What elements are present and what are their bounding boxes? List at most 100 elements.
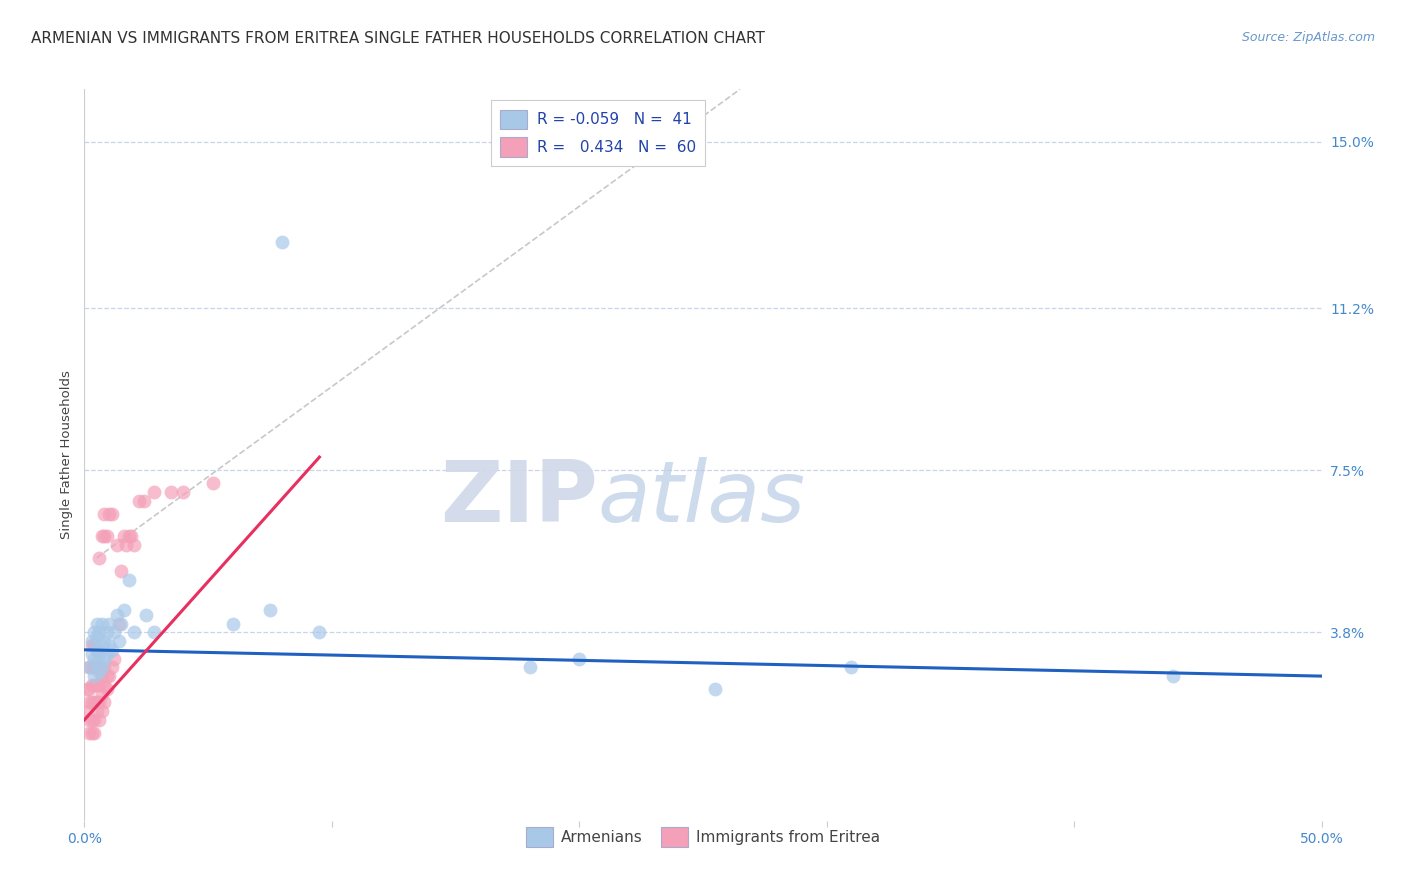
Point xyxy=(172,485,194,500)
Point xyxy=(86,678,108,692)
Point xyxy=(519,660,541,674)
Point xyxy=(93,678,115,692)
Point xyxy=(80,647,103,661)
Point xyxy=(80,726,103,740)
Point xyxy=(110,564,132,578)
Point xyxy=(86,643,108,657)
Point xyxy=(83,669,105,683)
Point xyxy=(89,625,111,640)
Point xyxy=(89,550,111,565)
Point xyxy=(83,660,105,674)
Legend: Armenians, Immigrants from Eritrea: Armenians, Immigrants from Eritrea xyxy=(520,822,886,854)
Point xyxy=(259,603,281,617)
Point xyxy=(86,695,108,709)
Point xyxy=(112,529,135,543)
Point xyxy=(76,704,98,718)
Point xyxy=(132,494,155,508)
Point xyxy=(1161,669,1184,683)
Point xyxy=(93,529,115,543)
Point xyxy=(105,607,128,622)
Point xyxy=(105,538,128,552)
Y-axis label: Single Father Households: Single Father Households xyxy=(60,370,73,540)
Point xyxy=(83,713,105,727)
Point xyxy=(90,639,112,653)
Point xyxy=(86,704,108,718)
Point xyxy=(110,616,132,631)
Point xyxy=(93,651,115,665)
Point xyxy=(96,682,118,697)
Point xyxy=(704,682,727,697)
Point xyxy=(89,713,111,727)
Point xyxy=(118,573,141,587)
Point xyxy=(93,507,115,521)
Point xyxy=(122,538,145,552)
Point xyxy=(83,695,105,709)
Point xyxy=(142,625,165,640)
Point xyxy=(89,660,111,674)
Point xyxy=(93,660,115,674)
Point xyxy=(160,485,183,500)
Point xyxy=(568,651,591,665)
Point xyxy=(122,625,145,640)
Point xyxy=(103,625,125,640)
Point xyxy=(79,660,101,674)
Point xyxy=(90,660,112,674)
Point xyxy=(98,616,121,631)
Point xyxy=(89,665,111,679)
Point xyxy=(96,669,118,683)
Point xyxy=(80,678,103,692)
Point xyxy=(89,647,111,661)
Point xyxy=(89,678,111,692)
Point xyxy=(115,538,138,552)
Point xyxy=(90,529,112,543)
Point xyxy=(96,625,118,640)
Point xyxy=(79,660,101,674)
Point xyxy=(86,660,108,674)
Point xyxy=(80,634,103,648)
Point xyxy=(80,695,103,709)
Point xyxy=(90,687,112,701)
Text: Source: ZipAtlas.com: Source: ZipAtlas.com xyxy=(1241,31,1375,45)
Point xyxy=(108,616,131,631)
Point xyxy=(86,630,108,644)
Point xyxy=(98,507,121,521)
Point xyxy=(79,682,101,697)
Point xyxy=(83,625,105,640)
Point xyxy=(79,695,101,709)
Point xyxy=(76,682,98,697)
Point xyxy=(100,507,122,521)
Point xyxy=(100,643,122,657)
Point xyxy=(83,678,105,692)
Point xyxy=(86,643,108,657)
Point xyxy=(89,695,111,709)
Point xyxy=(202,476,225,491)
Point xyxy=(86,616,108,631)
Point xyxy=(83,651,105,665)
Point xyxy=(96,529,118,543)
Point xyxy=(128,494,150,508)
Text: ARMENIAN VS IMMIGRANTS FROM ERITREA SINGLE FATHER HOUSEHOLDS CORRELATION CHART: ARMENIAN VS IMMIGRANTS FROM ERITREA SING… xyxy=(31,31,765,46)
Point xyxy=(80,713,103,727)
Point xyxy=(271,235,294,250)
Point xyxy=(80,660,103,674)
Point xyxy=(118,529,141,543)
Text: atlas: atlas xyxy=(598,458,806,541)
Point xyxy=(112,603,135,617)
Point xyxy=(90,669,112,683)
Point xyxy=(90,704,112,718)
Point xyxy=(93,695,115,709)
Point xyxy=(108,634,131,648)
Point xyxy=(86,656,108,670)
Point xyxy=(98,639,121,653)
Point xyxy=(308,625,330,640)
Text: ZIP: ZIP xyxy=(440,458,598,541)
Point xyxy=(90,616,112,631)
Point xyxy=(96,647,118,661)
Point xyxy=(100,660,122,674)
Point xyxy=(98,669,121,683)
Point xyxy=(103,651,125,665)
Point xyxy=(80,639,103,653)
Point xyxy=(841,660,863,674)
Point xyxy=(222,616,245,631)
Point xyxy=(79,713,101,727)
